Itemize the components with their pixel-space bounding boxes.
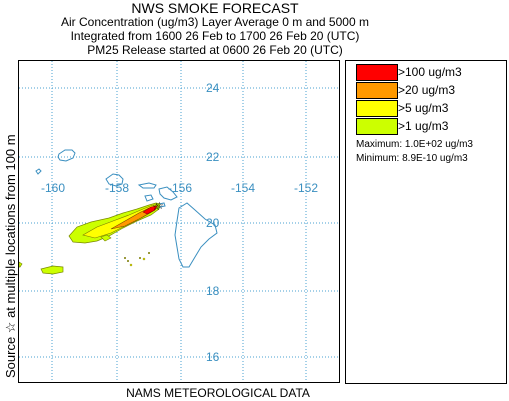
legend-item-1: >1 ug/m3 [356, 117, 448, 135]
plume-dot [148, 252, 150, 254]
maui-coastline [158, 186, 178, 201]
legend-label-5: >5 ug/m3 [398, 101, 449, 115]
lat-label-18: 18 [206, 284, 220, 298]
header-line-2: Integrated from 1600 26 Feb to 1700 26 F… [70, 28, 360, 43]
source-side-label-container: Source ☆ at multiple locations from 100 … [1, 40, 18, 388]
plume-dot [129, 263, 133, 267]
header-line-1: Air Concentration (ug/m3) Layer Average … [61, 15, 369, 30]
lat-label-24: 24 [206, 81, 220, 95]
legend-item-100: >100 ug/m3 [356, 63, 462, 81]
lon-label-154: -154 [231, 181, 255, 195]
legend-panel: >100 ug/m3 >20 ug/m3 >5 ug/m3 >1 ug/m3 M… [345, 60, 507, 384]
legend-swatch-1 [356, 117, 398, 135]
plume-fringe [100, 234, 112, 242]
plume-contour-100 [142, 205, 158, 215]
legend-minimum: Minimum: 8.9E-10 ug/m3 [356, 153, 468, 164]
legend-swatch-20 [356, 81, 398, 99]
lon-label-156: -156 [168, 181, 192, 195]
lon-label-152: -152 [294, 181, 318, 195]
legend-label-100: >100 ug/m3 [398, 65, 462, 79]
smoke-plume-main [68, 202, 161, 244]
oahu-coastline [105, 173, 124, 187]
legend-swatch-5 [356, 99, 398, 117]
graticule [19, 61, 339, 382]
meteorological-data-label: NAMS METEOROLOGICAL DATA [126, 386, 310, 400]
legend-label-1: >1 ug/m3 [398, 119, 449, 133]
header-line-3: PM25 Release started at 0600 26 Feb 20 (… [87, 42, 343, 57]
chart-title: NWS SMOKE FORECAST [131, 0, 299, 16]
plume-dot [124, 257, 126, 259]
plume-fragment-edge [19, 261, 23, 268]
legend-swatch-100 [356, 63, 398, 81]
lat-label-20: 20 [206, 216, 220, 230]
legend-item-5: >5 ug/m3 [356, 99, 448, 117]
map-panel: 24 22 20 18 16 -160 -158 -156 -154 -152 [18, 60, 340, 383]
legend-label-20: >20 ug/m3 [398, 83, 456, 97]
lat-label-22: 22 [206, 150, 220, 164]
source-star-icon: ☆ [152, 202, 161, 213]
kauai-coastline [57, 149, 76, 162]
chart-header: NWS SMOKE FORECAST Air Concentration (ug… [0, 0, 430, 57]
coastlines [35, 149, 218, 268]
plume-dot [139, 257, 141, 259]
molokai-coastline [137, 182, 157, 189]
source-star-icon: ☆ [155, 201, 164, 212]
legend-item-20: >20 ug/m3 [356, 81, 455, 99]
source-markers: ☆ ☆ [152, 201, 164, 213]
plume-fragment-west [40, 265, 64, 275]
lat-label-16: 16 [206, 350, 220, 364]
legend-maximum: Maximum: 1.0E+02 ug/m3 [356, 139, 473, 150]
plume-dot [142, 257, 146, 261]
plume-dot [127, 260, 129, 262]
smoke-plume-fragments [19, 252, 150, 275]
hawaii-island-coastline [174, 202, 218, 268]
source-side-label: Source ☆ at multiple locations from 100 … [3, 134, 18, 378]
lon-label-160: -160 [41, 181, 65, 195]
map-svg: 24 22 20 18 16 -160 -158 -156 -154 -152 [19, 61, 339, 382]
niihau-coastline [35, 168, 42, 175]
lanai-coastline [144, 194, 154, 202]
